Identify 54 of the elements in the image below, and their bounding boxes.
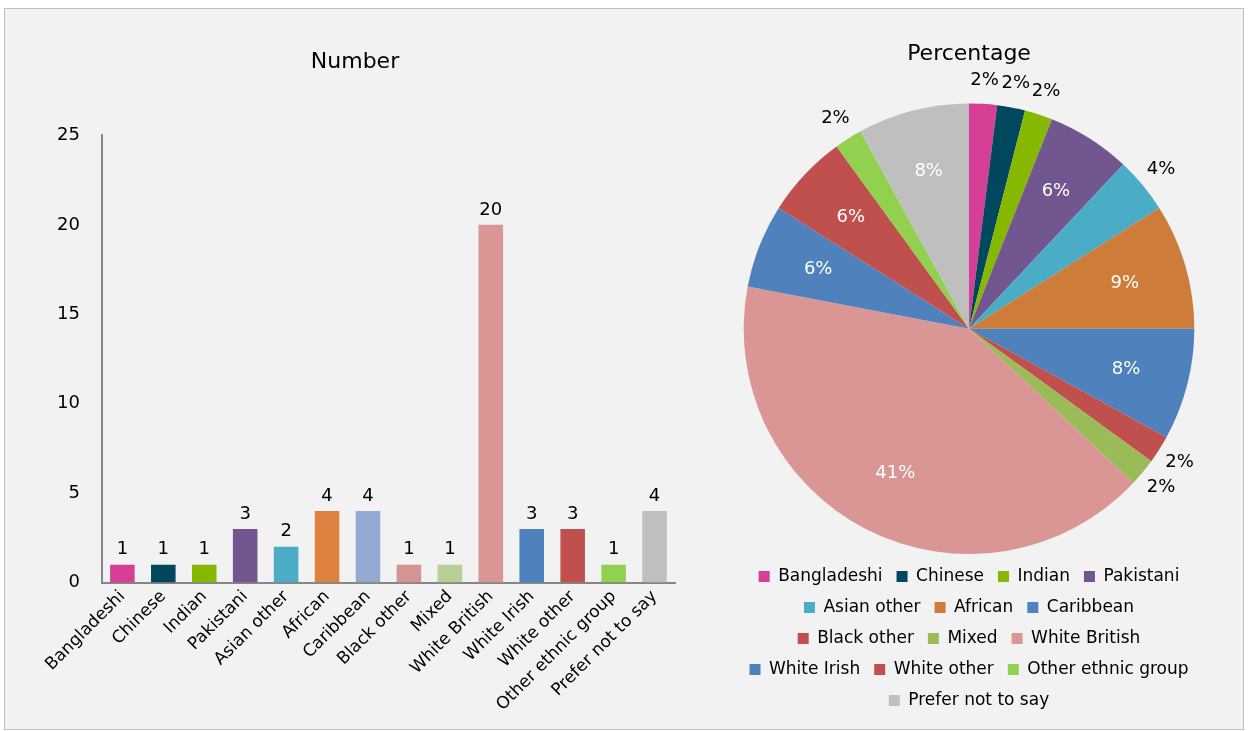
data-label: 1 bbox=[198, 537, 210, 559]
y-tick-label: 20 bbox=[57, 212, 80, 234]
data-label: 1 bbox=[157, 537, 170, 559]
data-label: 1 bbox=[444, 537, 456, 559]
y-tick-label: 15 bbox=[57, 301, 80, 323]
legend-label: Chinese bbox=[916, 564, 984, 585]
bar bbox=[437, 564, 463, 583]
bar bbox=[314, 511, 340, 583]
bar bbox=[110, 564, 135, 583]
data-label: 2% bbox=[970, 67, 999, 89]
data-label: 2% bbox=[1146, 475, 1176, 497]
data-label: 3 bbox=[566, 501, 579, 523]
y-tick-label: 5 bbox=[68, 480, 80, 502]
bar bbox=[273, 546, 299, 583]
data-label: 2% bbox=[1001, 71, 1030, 93]
data-label: 1 bbox=[607, 537, 620, 559]
data-label: 20 bbox=[479, 197, 503, 219]
data-label: 3 bbox=[526, 501, 538, 523]
data-label: 4% bbox=[1146, 157, 1176, 179]
data-label: 4 bbox=[321, 483, 333, 505]
data-label: 6% bbox=[803, 256, 833, 278]
bar bbox=[232, 528, 258, 583]
bar bbox=[601, 564, 626, 583]
data-label: 8% bbox=[914, 159, 943, 181]
data-label: 1 bbox=[116, 537, 129, 559]
data-label: 2 bbox=[280, 519, 292, 541]
bar bbox=[642, 511, 667, 583]
data-label: 2% bbox=[821, 105, 850, 127]
data-label: 2% bbox=[1031, 79, 1061, 101]
data-label: 6% bbox=[836, 205, 866, 227]
data-label: 6% bbox=[1041, 179, 1071, 201]
bar bbox=[519, 528, 545, 583]
y-tick-label: 25 bbox=[57, 123, 80, 145]
data-label: 9% bbox=[1110, 271, 1140, 293]
bar bbox=[478, 224, 504, 583]
chart-title: Number bbox=[310, 47, 401, 73]
y-tick-label: 10 bbox=[57, 391, 80, 413]
y-tick-label: 0 bbox=[68, 570, 80, 592]
data-label: 4 bbox=[362, 483, 374, 505]
data-label: 41% bbox=[875, 460, 916, 482]
bar bbox=[560, 528, 585, 583]
data-label: 3 bbox=[239, 501, 251, 523]
data-label: 8% bbox=[1111, 356, 1141, 378]
bar bbox=[191, 564, 217, 583]
bar bbox=[355, 511, 381, 583]
data-label: 4 bbox=[648, 483, 661, 505]
data-label: 2% bbox=[1165, 449, 1194, 471]
legend-label: Bangladeshi bbox=[778, 564, 883, 585]
legend-label: Pakistani bbox=[1103, 564, 1180, 585]
bar bbox=[396, 564, 422, 583]
chart-title: Percentage bbox=[907, 39, 1031, 65]
bar bbox=[151, 564, 176, 583]
data-label: 1 bbox=[403, 537, 415, 559]
legend-label: Indian bbox=[1017, 564, 1070, 585]
